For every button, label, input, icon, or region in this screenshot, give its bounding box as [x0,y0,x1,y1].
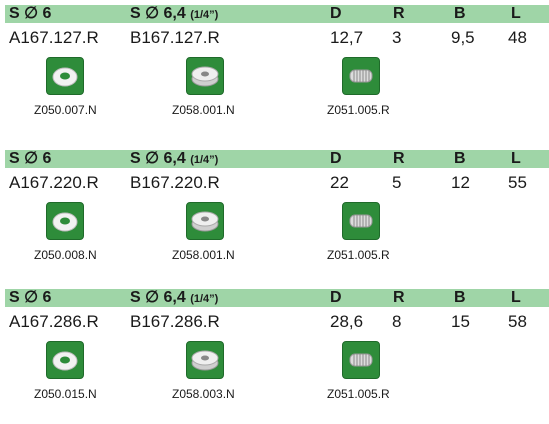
col-s64-header: S ∅ 6,4 (1/4”) [130,5,219,22]
code-s6: A167.127.R [9,28,99,47]
col-b-header: B [454,150,466,167]
value-b: 12 [451,173,470,192]
value-b: 15 [451,312,470,331]
col-r-header: R [393,5,405,22]
value-r: 8 [392,312,402,331]
value-d: 12,7 [330,28,364,47]
column-header-bar: S ∅ 6 S ∅ 6,4 (1/4”) D R B L [5,289,549,307]
thumb1-code: Z050.015.N [34,387,97,401]
col-s64-header: S ∅ 6,4 (1/4”) [130,289,219,306]
col-s6-header: S ∅ 6 [9,5,52,22]
col-d-header: D [330,289,342,306]
col-r-header: R [393,289,405,306]
value-l: 55 [508,173,527,192]
col-s6-header: S ∅ 6 [9,289,52,306]
value-l: 58 [508,312,527,331]
product-block-2: S ∅ 6 S ∅ 6,4 (1/4”) D R B L A167.220.R … [0,145,549,285]
col-l-header: L [511,289,521,306]
col-d-header: D [330,5,342,22]
value-l: 48 [508,28,527,47]
spacer-ring-icon [186,57,224,95]
thumb3-code: Z051.005.R [327,103,390,117]
product-block-3: S ∅ 6 S ∅ 6,4 (1/4”) D R B L A167.286.R … [0,284,549,424]
thumb1-code: Z050.008.N [34,248,97,262]
col-d-header: D [330,150,342,167]
washer-icon [46,341,84,379]
spacer-ring-icon [186,341,224,379]
washer-icon [46,202,84,240]
col-b-header: B [454,289,466,306]
code-s64: B167.220.R [130,173,220,192]
column-header-bar: S ∅ 6 S ∅ 6,4 (1/4”) D R B L [5,5,549,23]
value-d: 28,6 [330,312,364,331]
thumb3-code: Z051.005.R [327,248,390,262]
spring-icon [342,202,380,240]
value-r: 3 [392,28,402,47]
code-s64: B167.286.R [130,312,220,331]
column-header-bar: S ∅ 6 S ∅ 6,4 (1/4”) D R B L [5,150,549,168]
col-s64-header: S ∅ 6,4 (1/4”) [130,150,219,167]
product-block-1: S ∅ 6 S ∅ 6,4 (1/4”) D R B L A167.127.R … [0,0,549,140]
col-l-header: L [511,150,521,167]
value-d: 22 [330,173,349,192]
thumb2-code: Z058.003.N [172,387,235,401]
thumb2-code: Z058.001.N [172,103,235,117]
thumb3-code: Z051.005.R [327,387,390,401]
washer-icon [46,57,84,95]
col-s6-header: S ∅ 6 [9,150,52,167]
thumb2-code: Z058.001.N [172,248,235,262]
col-r-header: R [393,150,405,167]
thumb1-code: Z050.007.N [34,103,97,117]
spring-icon [342,341,380,379]
value-b: 9,5 [451,28,475,47]
value-r: 5 [392,173,402,192]
spacer-ring-icon [186,202,224,240]
col-b-header: B [454,5,466,22]
code-s6: A167.286.R [9,312,99,331]
code-s6: A167.220.R [9,173,99,192]
code-s64: B167.127.R [130,28,220,47]
spring-icon [342,57,380,95]
col-l-header: L [511,5,521,22]
